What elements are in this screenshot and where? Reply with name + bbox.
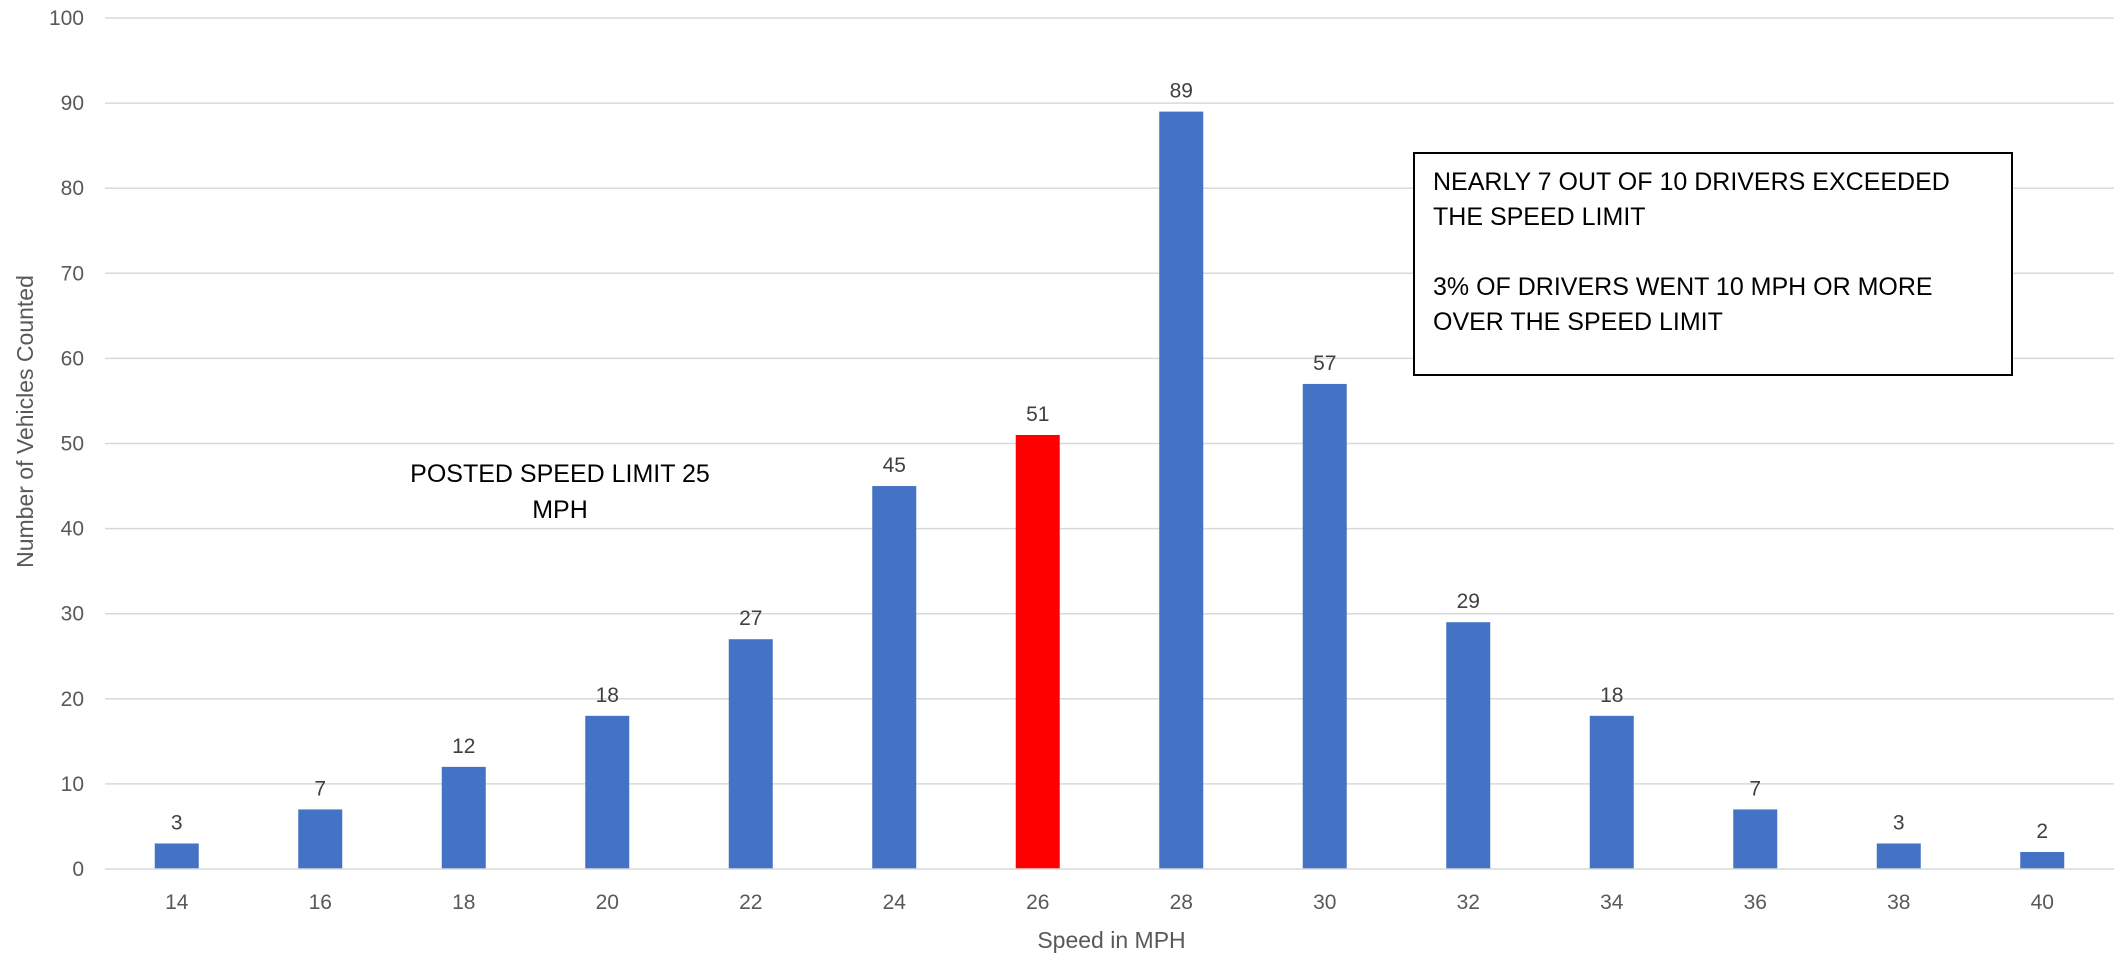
y-tick-label: 10 (61, 773, 84, 796)
data-label-30: 57 (1313, 352, 1336, 375)
bar-22 (728, 639, 773, 869)
data-label-34: 18 (1600, 684, 1623, 707)
bar-32 (1446, 622, 1491, 869)
bar-34 (1589, 715, 1634, 869)
x-tick-label-24: 24 (883, 891, 907, 914)
data-label-28: 89 (1170, 80, 1193, 103)
bar-18 (441, 766, 486, 869)
stats-line-ten-over: 3% OF DRIVERS WENT 10 MPH OR MORE OVER T… (1433, 273, 1933, 336)
data-label-36: 7 (1749, 777, 1761, 800)
stats-line-exceeded: NEARLY 7 OUT OF 10 DRIVERS EXCEEDED THE … (1433, 168, 1950, 231)
bar-38 (1876, 843, 1921, 869)
gridlines (105, 17, 2114, 785)
bar-26 (1015, 434, 1060, 869)
x-tick-label-14: 14 (165, 891, 189, 914)
y-tick-label: 70 (61, 262, 84, 285)
bar-20 (585, 715, 630, 869)
data-label-16: 7 (314, 777, 326, 800)
y-axis-title: Number of Vehicles Counted (12, 275, 38, 568)
x-tick-label-26: 26 (1026, 891, 1049, 914)
bar-36 (1733, 809, 1778, 869)
y-axis-ticks: 0 10 20 30 40 50 60 70 80 90 100 (49, 7, 84, 881)
y-tick-label: 90 (61, 92, 84, 115)
x-axis-title: Speed in MPH (1037, 927, 1185, 953)
x-tick-label-28: 28 (1170, 891, 1193, 914)
y-tick-label: 50 (61, 433, 84, 456)
data-label-22: 27 (739, 607, 762, 630)
y-tick-label: 100 (49, 7, 84, 30)
speed-limit-annotation: POSTED SPEED LIMIT 25 MPH (410, 460, 710, 524)
data-label-24: 45 (883, 454, 906, 477)
y-tick-label: 0 (72, 858, 84, 881)
data-label-32: 29 (1457, 590, 1480, 613)
x-tick-label-18: 18 (452, 891, 475, 914)
data-label-20: 18 (596, 684, 619, 707)
data-label-26: 51 (1026, 403, 1049, 426)
bar-16 (298, 809, 343, 869)
bar-28 (1159, 111, 1204, 870)
y-tick-label: 40 (61, 518, 84, 541)
bar-14 (154, 843, 199, 869)
stats-annotation-box: NEARLY 7 OUT OF 10 DRIVERS EXCEEDED THE … (1413, 152, 2013, 376)
y-tick-label: 60 (61, 347, 84, 370)
y-tick-label: 20 (61, 688, 84, 711)
x-tick-label-38: 38 (1887, 891, 1910, 914)
data-labels: 3 7 12 18 27 45 51 89 57 29 18 7 3 2 (171, 80, 2048, 843)
x-tick-label-30: 30 (1313, 891, 1336, 914)
data-label-18: 12 (452, 735, 475, 758)
x-axis-ticks: 14 16 18 20 22 24 26 28 30 32 34 36 38 40 (165, 891, 2054, 914)
bars (154, 111, 2065, 870)
x-tick-label-40: 40 (2031, 891, 2054, 914)
x-tick-label-16: 16 (309, 891, 332, 914)
bar-24 (872, 486, 917, 869)
x-tick-label-32: 32 (1457, 891, 1480, 914)
x-tick-label-34: 34 (1600, 891, 1624, 914)
data-label-40: 2 (2036, 820, 2048, 843)
x-tick-label-36: 36 (1744, 891, 1767, 914)
y-tick-label: 30 (61, 603, 84, 626)
x-tick-label-20: 20 (596, 891, 619, 914)
bar-30 (1302, 383, 1347, 869)
bar-40 (2020, 851, 2065, 869)
x-tick-label-22: 22 (739, 891, 762, 914)
data-label-14: 3 (171, 811, 183, 834)
data-label-38: 3 (1893, 811, 1905, 834)
y-tick-label: 80 (61, 177, 84, 200)
